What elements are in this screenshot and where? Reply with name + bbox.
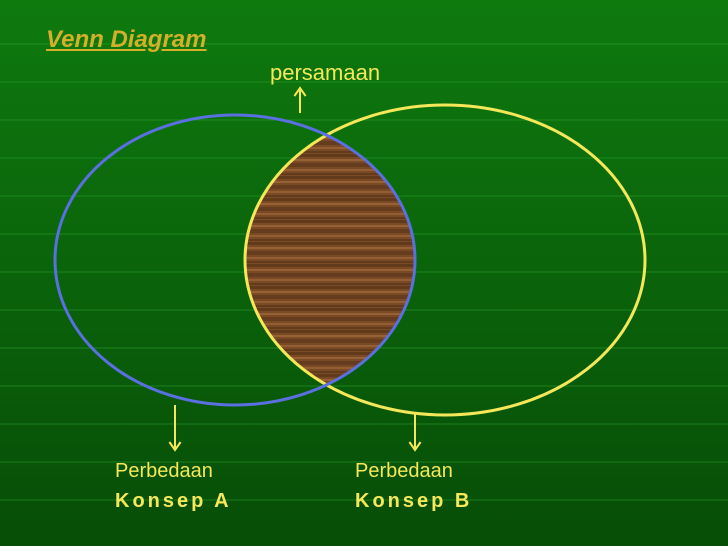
right-label-perbedaan: Perbedaan bbox=[355, 460, 453, 483]
top-label-persamaan: persamaan bbox=[270, 60, 380, 86]
right-label-konsep-b: Konsep B bbox=[355, 490, 472, 513]
venn-diagram-slide: Venn Diagram persamaan Perbedaan Konsep … bbox=[0, 0, 728, 546]
left-label-perbedaan: Perbedaan bbox=[115, 460, 213, 483]
slide-title: Venn Diagram bbox=[46, 26, 207, 54]
left-label-konsep-a: Konsep A bbox=[115, 490, 232, 513]
